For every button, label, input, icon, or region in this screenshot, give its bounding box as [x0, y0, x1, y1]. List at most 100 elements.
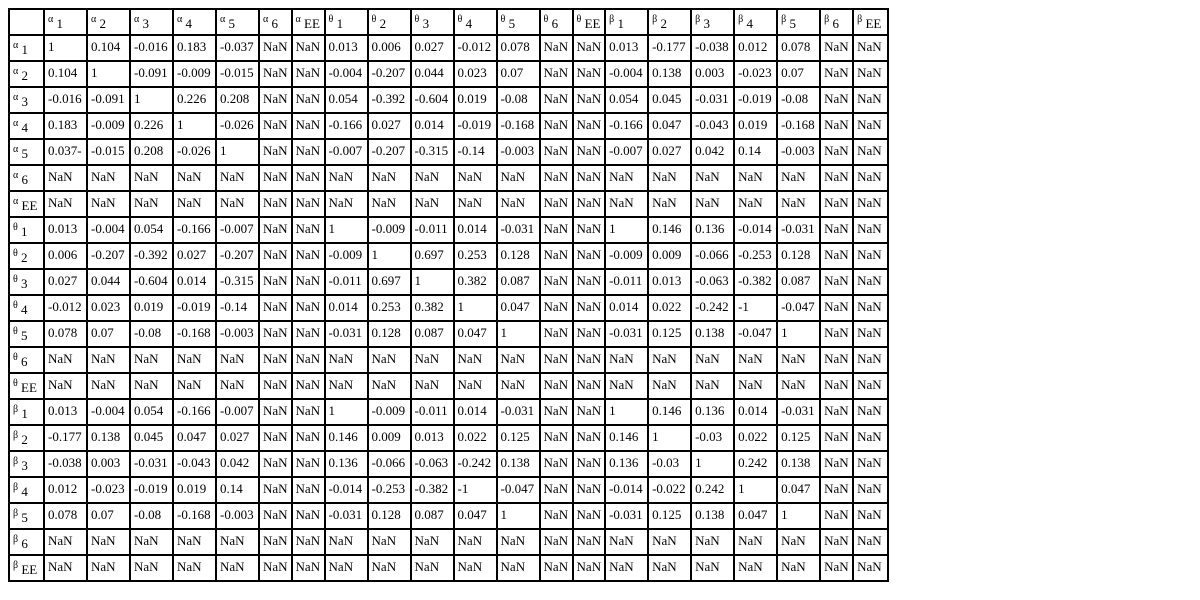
header-subscript: 3: [21, 458, 28, 473]
table-cell: -0.012: [452, 34, 498, 62]
header-symbol: α: [263, 14, 269, 25]
table-cell: NaN: [215, 346, 260, 374]
table-cell: NaN: [538, 190, 574, 218]
table-cell: -0.08: [129, 502, 174, 530]
table-cell: NaN: [571, 502, 607, 530]
table-cell: 0.027: [172, 242, 217, 270]
table-cell: 0.054: [129, 398, 174, 426]
table-cell: 0.146: [604, 424, 650, 452]
table-cell: 0.014: [452, 398, 498, 426]
header-subscript: EE: [21, 198, 38, 213]
table-cell: NaN: [819, 502, 855, 530]
table-cell: -0.315: [409, 138, 455, 166]
table-cell: 0.047: [172, 424, 217, 452]
row-header: α 5: [8, 138, 45, 166]
table-cell: 0.047: [452, 320, 498, 348]
table-cell: -0.016: [43, 86, 88, 114]
row-header: θ 2: [8, 242, 45, 270]
table-row: β EE NaN NaN NaN NaN NaN NaN NaN NaN NaN NaN NaN NaN…: [8, 554, 890, 582]
table-cell: 0.013: [409, 424, 455, 452]
table-cell: NaN: [172, 164, 217, 192]
table-cell: 0.138: [495, 450, 541, 478]
row-header: β EE: [8, 554, 45, 582]
table-cell: 0.019: [452, 86, 498, 114]
table-cell: NaN: [215, 164, 260, 192]
table-cell: NaN: [604, 554, 650, 582]
table-cell: NaN: [571, 190, 607, 218]
table-cell: NaN: [323, 554, 369, 582]
table-cell: NaN: [690, 164, 736, 192]
header-symbol: θ: [13, 274, 18, 285]
header-subscript: 1: [21, 42, 29, 57]
table-cell: -0.031: [129, 450, 174, 478]
table-cell: NaN: [258, 60, 293, 88]
header-subscript: 1: [56, 16, 64, 31]
table-cell: 1: [86, 60, 131, 88]
header-subscript: EE: [865, 16, 882, 31]
table-cell: 1: [776, 502, 822, 530]
table-cell: 0.019: [172, 476, 217, 504]
table-cell: NaN: [852, 528, 890, 556]
table-cell: NaN: [647, 372, 693, 400]
table-cell: 0.023: [86, 294, 131, 322]
table-cell: NaN: [43, 554, 88, 582]
table-cell: 0.014: [452, 216, 498, 244]
table-cell: NaN: [290, 502, 326, 530]
table-cell: -0.011: [409, 398, 455, 426]
header-symbol: β: [781, 14, 787, 25]
table-cell: NaN: [852, 242, 890, 270]
table-cell: NaN: [129, 346, 174, 374]
column-header: α EE: [290, 8, 326, 36]
header-symbol: β: [824, 14, 830, 25]
table-cell: 0.07: [776, 60, 822, 88]
table-cell: 0.003: [86, 450, 131, 478]
table-cell: 0.138: [690, 320, 736, 348]
table-cell: NaN: [409, 554, 455, 582]
table-cell: NaN: [571, 138, 607, 166]
table-cell: NaN: [172, 346, 217, 374]
table-cell: NaN: [604, 372, 650, 400]
table-cell: 0.125: [647, 502, 693, 530]
column-header: α 3: [129, 8, 174, 36]
table-cell: NaN: [538, 502, 574, 530]
table-cell: 0.013: [604, 34, 650, 62]
table-cell: NaN: [819, 164, 855, 192]
table-cell: NaN: [409, 190, 455, 218]
table-cell: -0.015: [215, 60, 260, 88]
table-cell: 0.047: [733, 502, 779, 530]
table-cell: NaN: [290, 398, 326, 426]
header-subscript: 6: [21, 354, 28, 369]
table-cell: -0.031: [604, 320, 650, 348]
table-row: θ 4 -0.012 0.023 0.019 -0.019 -0.14 NaN NaN 0.01…: [8, 294, 890, 322]
table-cell: 0.054: [323, 86, 369, 114]
table-cell: -0.392: [129, 242, 174, 270]
row-header: θ 1: [8, 216, 45, 244]
header-symbol: θ: [13, 326, 18, 337]
table-cell: -0.016: [129, 34, 174, 62]
row-header: α 1: [8, 34, 45, 62]
table-cell: 0.012: [733, 34, 779, 62]
header-symbol: θ: [457, 14, 463, 25]
table-cell: -0.207: [215, 242, 260, 270]
table-cell: NaN: [258, 320, 293, 348]
table-cell: 1: [452, 294, 498, 322]
header-symbol: β: [13, 482, 19, 493]
table-cell: 0.042: [215, 450, 260, 478]
table-cell: NaN: [366, 346, 412, 374]
header-subscript: 2: [379, 16, 387, 31]
table-cell: -0.031: [690, 86, 736, 114]
table-cell: NaN: [733, 346, 779, 374]
table-row: θ 1 0.013 -0.004 0.054 -0.166 -0.007 NaN NaN 1 -0…: [8, 216, 890, 244]
table-cell: NaN: [290, 164, 326, 192]
table-cell: NaN: [538, 138, 574, 166]
row-header: β 3: [8, 450, 45, 478]
table-cell: NaN: [323, 528, 369, 556]
table-cell: -0.003: [776, 138, 822, 166]
table-cell: 0.014: [604, 294, 650, 322]
table-cell: NaN: [852, 502, 890, 530]
table-cell: NaN: [571, 372, 607, 400]
table-row: α 6 NaN NaN NaN NaN NaN NaN NaN NaN NaN NaN NaN NaN N…: [8, 164, 890, 192]
table-cell: 0.146: [323, 424, 369, 452]
table-cell: NaN: [571, 268, 607, 296]
table-cell: 1: [495, 502, 541, 530]
